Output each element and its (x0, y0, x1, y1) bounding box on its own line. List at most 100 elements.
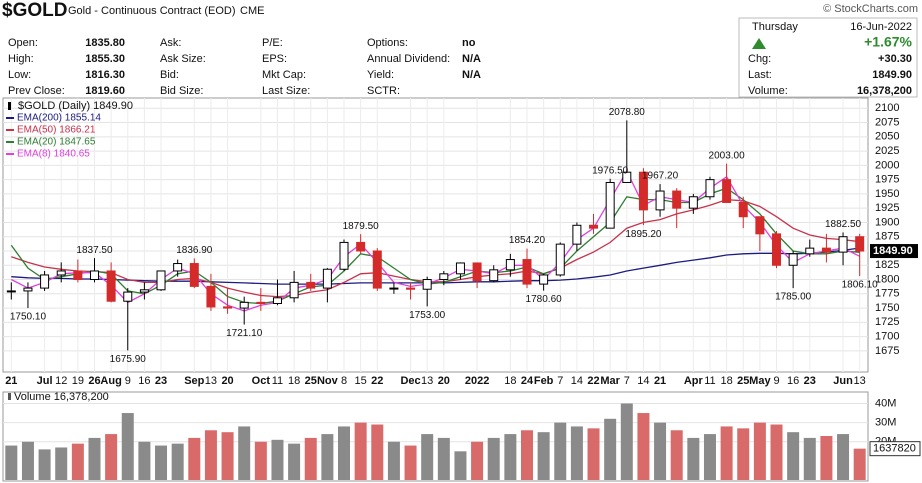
volume-bar (637, 413, 650, 480)
y-tick-label: 1825 (875, 259, 899, 271)
volume-bar (703, 434, 716, 480)
price-annotation: 1806.10 (842, 280, 879, 291)
candle-body (322, 268, 332, 289)
price-annotation: 1837.50 (76, 245, 113, 256)
x-tick-label: 24 (521, 375, 534, 387)
x-tick-label: 13 (205, 375, 217, 387)
exchange: CME (240, 5, 264, 17)
field-label: Yield: (367, 69, 394, 81)
candle-body (688, 196, 698, 209)
legend-label: EMA(200) 1855.14 (17, 113, 101, 124)
volume-bar (504, 434, 517, 480)
volume-bar (737, 428, 750, 480)
candle-body (855, 236, 865, 252)
volume-bar (853, 448, 866, 480)
candle-body (239, 301, 249, 309)
volume-bar (88, 437, 101, 480)
candle-body (738, 201, 748, 218)
x-tick-label: 21 (5, 375, 17, 387)
x-tick-label: May (749, 375, 771, 387)
candle-body (6, 290, 16, 293)
price-annotation: 1882.50 (825, 219, 862, 230)
candle-body (389, 287, 399, 290)
x-tick-label: 9 (773, 375, 779, 387)
volume-bar (271, 439, 284, 480)
x-tick-label: Aug (100, 375, 121, 387)
y-tick-label: 1900 (875, 216, 899, 228)
x-tick-label: Oct (252, 375, 271, 387)
y-tick-label: 2075 (875, 116, 899, 128)
volume-bar (803, 437, 816, 480)
description: Gold - Continuous Contract (EOD) (68, 5, 236, 17)
volume-bar (454, 451, 467, 480)
x-tick-label: 13 (854, 375, 866, 387)
x-tick-label: 20 (221, 375, 233, 387)
volume-bar (654, 422, 667, 480)
candle-body (439, 273, 449, 281)
y-tick-label: 2000 (875, 159, 899, 171)
field-label: SCTR: (367, 85, 400, 97)
volume-bar (670, 430, 683, 480)
field-label: Mkt Cap: (262, 69, 306, 81)
field-label: Ask: (160, 37, 181, 49)
candle-body (555, 243, 565, 276)
candle-body (256, 301, 266, 305)
x-tick-label: 19 (72, 375, 84, 387)
volume-bar (837, 434, 850, 480)
field-label: Open: (8, 37, 38, 49)
x-tick-label: 13 (421, 375, 433, 387)
price-annotation: 1854.20 (509, 235, 546, 246)
x-tick-label: Sep (184, 375, 204, 387)
x-tick-label: 9 (125, 375, 131, 387)
price-annotation: 2003.00 (709, 150, 746, 161)
x-tick-label: Dec (400, 375, 420, 387)
volume-bar (570, 426, 583, 480)
volume-bar (338, 426, 351, 480)
legend-icon (8, 102, 11, 110)
candle-body (522, 259, 532, 285)
ema-line (11, 169, 860, 312)
candle-body (672, 190, 682, 209)
x-tick-label: 8 (341, 375, 347, 387)
field-value: no (462, 37, 476, 49)
field-value: 1819.60 (85, 85, 125, 97)
price-annotation: 1721.10 (226, 328, 263, 339)
field-value: N/A (462, 53, 481, 65)
quote-value: 1849.90 (872, 69, 912, 81)
y-tick-label: 1975 (875, 174, 899, 186)
change-pct: +1.67% (864, 34, 912, 50)
volume-bar (520, 430, 533, 480)
volume-bar (55, 447, 68, 480)
candle-body (189, 263, 199, 287)
candle-body (455, 262, 465, 275)
volume-bar (587, 428, 600, 480)
candle-body (788, 253, 798, 266)
volume-bar (471, 441, 484, 480)
x-tick-label: 25 (305, 375, 317, 387)
y-tick-label: 1750 (875, 302, 899, 314)
volume-bar (537, 432, 550, 480)
last-price-label: 1849.90 (873, 245, 913, 257)
candle-body (306, 281, 316, 289)
x-tick-label: 23 (155, 375, 167, 387)
y-tick-label: 30M (875, 417, 896, 429)
x-tick-label: 22 (587, 375, 599, 387)
x-tick-label: 16 (138, 375, 150, 387)
volume-bar (204, 430, 217, 480)
volume-bar (387, 441, 400, 480)
copyright: © StockCharts.com (823, 3, 918, 15)
candle-body (705, 179, 715, 198)
ema-line (11, 198, 860, 298)
volume-bar (121, 413, 134, 480)
x-tick-label: Feb (534, 375, 554, 387)
volume-bar (5, 445, 18, 480)
candle-body (539, 274, 549, 285)
quote-box (738, 17, 918, 98)
field-label: P/E: (262, 37, 283, 49)
candle-body (722, 179, 732, 203)
last-volume-label: 1637820 (873, 443, 916, 455)
up-arrow (752, 38, 766, 49)
volume-bar (404, 445, 417, 480)
volume-bar (138, 441, 151, 480)
